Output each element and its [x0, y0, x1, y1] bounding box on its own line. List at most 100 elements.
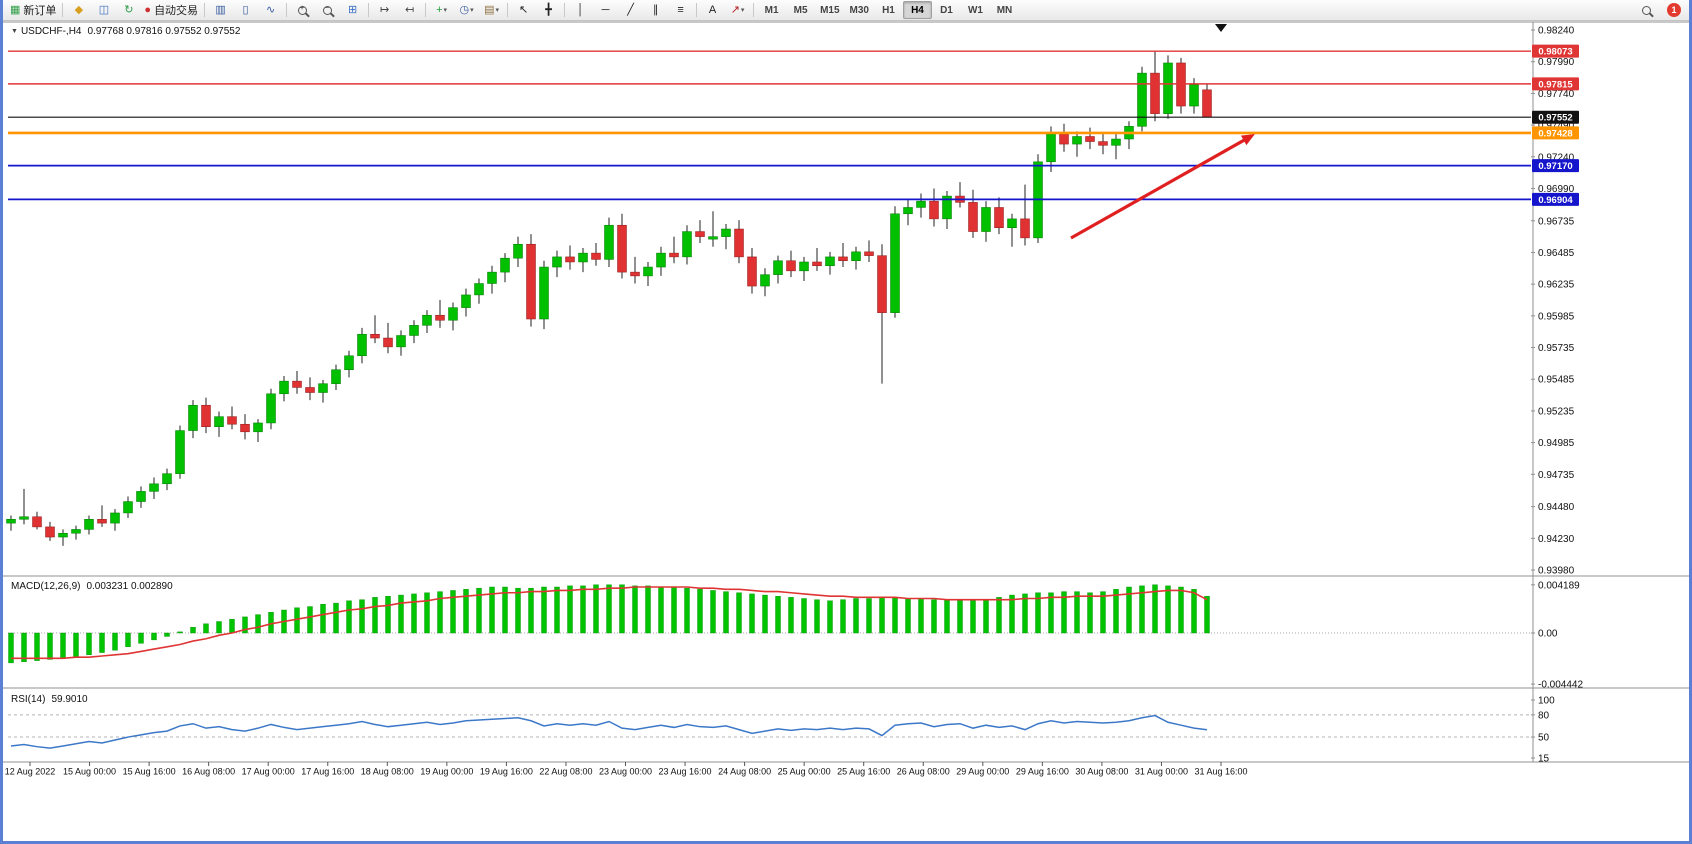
candle-up — [903, 207, 913, 215]
candle-up — [656, 252, 666, 268]
vertical-line-glyph-icon: │ — [577, 3, 584, 16]
trendline-button[interactable]: ╱ — [618, 1, 643, 20]
search-button[interactable] — [1634, 1, 1659, 20]
templates-button[interactable]: ▤ ▾ — [479, 1, 504, 20]
auto-scroll-button[interactable]: ↦ — [372, 1, 397, 20]
channel-button[interactable]: ∥ — [643, 1, 668, 20]
macd-bar — [606, 584, 612, 634]
macd-bar — [788, 597, 794, 634]
macd-bar — [827, 600, 833, 634]
macd-bar — [1165, 585, 1171, 634]
notification-badge[interactable]: 1 — [1667, 3, 1681, 17]
candle-up — [461, 294, 471, 308]
timeframe-m5-button[interactable]: M5 — [793, 4, 808, 16]
macd-bar — [1009, 594, 1015, 634]
zoom-out-button[interactable]: − — [315, 1, 340, 20]
crosshair-glyph-icon: ╋ — [545, 3, 552, 16]
macd-bar — [203, 623, 209, 634]
vertical-line-button[interactable]: │ — [568, 1, 593, 20]
trend-arrow-line[interactable] — [1070, 135, 1251, 240]
timeframe-w1-button[interactable]: W1 — [967, 4, 983, 16]
horizontal-line-button[interactable]: ─ — [593, 1, 618, 20]
candle-down — [929, 200, 939, 220]
refresh-icon[interactable]: ↻ — [116, 1, 141, 20]
candlestick-chart-button[interactable]: ▯ — [233, 1, 258, 20]
macd-bar — [1035, 592, 1041, 634]
refresh-icon-glyph-icon: ↻ — [124, 3, 134, 16]
candle-down — [526, 243, 536, 320]
cursor-button[interactable]: ↖ — [511, 1, 536, 20]
toolbar-separator — [204, 3, 206, 17]
chart-title-bar: ▼ USDCHF-,H4 0.97768 0.97816 0.97552 0.975… — [11, 26, 240, 37]
indicators-button[interactable]: + ▾ — [429, 1, 454, 20]
time-tick-label: 17 Aug 00:00 — [242, 767, 295, 777]
tile-windows-button[interactable]: ⊞ — [340, 1, 365, 20]
price-line-badge — [1532, 77, 1579, 91]
magnifier-icon: − — [323, 5, 333, 15]
macd-bar — [229, 619, 235, 634]
macd-bar — [736, 592, 742, 634]
metaeditor-icon-glyph-icon: ◆ — [74, 3, 84, 16]
line-chart-button[interactable]: ∿ — [258, 1, 283, 20]
fibonacci-button[interactable]: ≡ — [668, 1, 693, 20]
candle-down — [1098, 141, 1108, 146]
toolbar-separator — [286, 3, 288, 17]
metaeditor-icon[interactable]: ◆ — [66, 1, 91, 20]
main-toolbar: ▦ 新订单 ◆ ◫ ↻ ● 自动交易 ▥ ▯ ∿ + − ⊞ ↦ ↤ + ▾ ◷ ▾ ▤ ▾ ↖ ╋ │ ─ ╱ ∥ ≡ A ↗ ▾ M1 M5… — [3, 0, 1689, 21]
macd-bar — [957, 600, 963, 634]
candle-up — [1072, 136, 1082, 145]
dropdown-caret-icon: ▾ — [740, 7, 745, 14]
rsi-indicator-label: RSI(14) — [11, 694, 46, 705]
rsi-tick-label: 100 — [1538, 696, 1555, 707]
timeframe-mn-button[interactable]: MN — [996, 4, 1013, 16]
market-watch-icon[interactable]: ◫ — [91, 1, 116, 20]
time-tick-label: 15 Aug 00:00 — [63, 767, 116, 777]
macd-bar — [1152, 584, 1158, 634]
zoom-in-button[interactable]: + — [290, 1, 315, 20]
hlines-layer — [8, 50, 1531, 201]
macd-bar — [151, 632, 157, 641]
chart-shift-glyph-icon: ↤ — [404, 3, 415, 16]
candle-up — [266, 393, 276, 424]
arrows-button[interactable]: ↗ ▾ — [725, 1, 750, 20]
macd-bar — [684, 587, 690, 634]
macd-bar — [1126, 586, 1132, 634]
timeframe-h1-button[interactable]: H1 — [882, 4, 895, 16]
candle-down — [669, 252, 679, 258]
macd-bar — [541, 586, 547, 634]
macd-bar — [21, 632, 27, 662]
timeframe-m15-button[interactable]: M15 — [820, 4, 840, 16]
macd-bar — [8, 632, 14, 664]
price-tick-label: 0.97490 — [1538, 121, 1575, 132]
chart-shift-button[interactable]: ↤ — [397, 1, 422, 20]
timeframe-m30-button[interactable]: M30 — [849, 4, 869, 16]
time-tick-label: 22 Aug 08:00 — [539, 767, 592, 777]
candle-up — [58, 532, 68, 538]
candle-up — [799, 261, 809, 272]
chart-canvas[interactable]: 0.98240 0.97990 0.97740 0.97490 0.97240 0.969… — [3, 0, 1692, 844]
text-button[interactable]: A — [700, 1, 725, 20]
macd-bar — [983, 599, 989, 634]
price-line-badge-label: 0.97552 — [1538, 113, 1572, 124]
timeframe-d1-button[interactable]: D1 — [940, 4, 953, 16]
trend-arrow-head — [1240, 134, 1255, 146]
new-order-button[interactable]: ▦ 新订单 — [10, 3, 57, 17]
timeframe-h4-button[interactable]: H4 — [902, 1, 932, 19]
macd-bar — [554, 586, 560, 634]
time-tick-label: 26 Aug 08:00 — [897, 767, 950, 777]
time-tick-label: 24 Aug 08:00 — [718, 767, 771, 777]
timeframe-m1-button[interactable]: M1 — [764, 4, 779, 16]
macd-bar — [580, 585, 586, 634]
macd-bar — [814, 599, 820, 634]
bar-chart-button[interactable]: ▥ — [208, 1, 233, 20]
crosshair-button[interactable]: ╋ — [536, 1, 561, 20]
collapse-triangle-icon[interactable]: ▼ — [11, 28, 18, 35]
candle-up — [552, 256, 562, 268]
autotrading-button[interactable]: ● 自动交易 — [144, 3, 199, 17]
text-glyph-icon: A — [708, 3, 717, 16]
price-line-badge — [1532, 192, 1579, 206]
periods-button[interactable]: ◷ ▾ — [454, 1, 479, 20]
macd-bar — [866, 598, 872, 634]
candle-down — [994, 207, 1004, 228]
macd-bar — [905, 598, 911, 634]
